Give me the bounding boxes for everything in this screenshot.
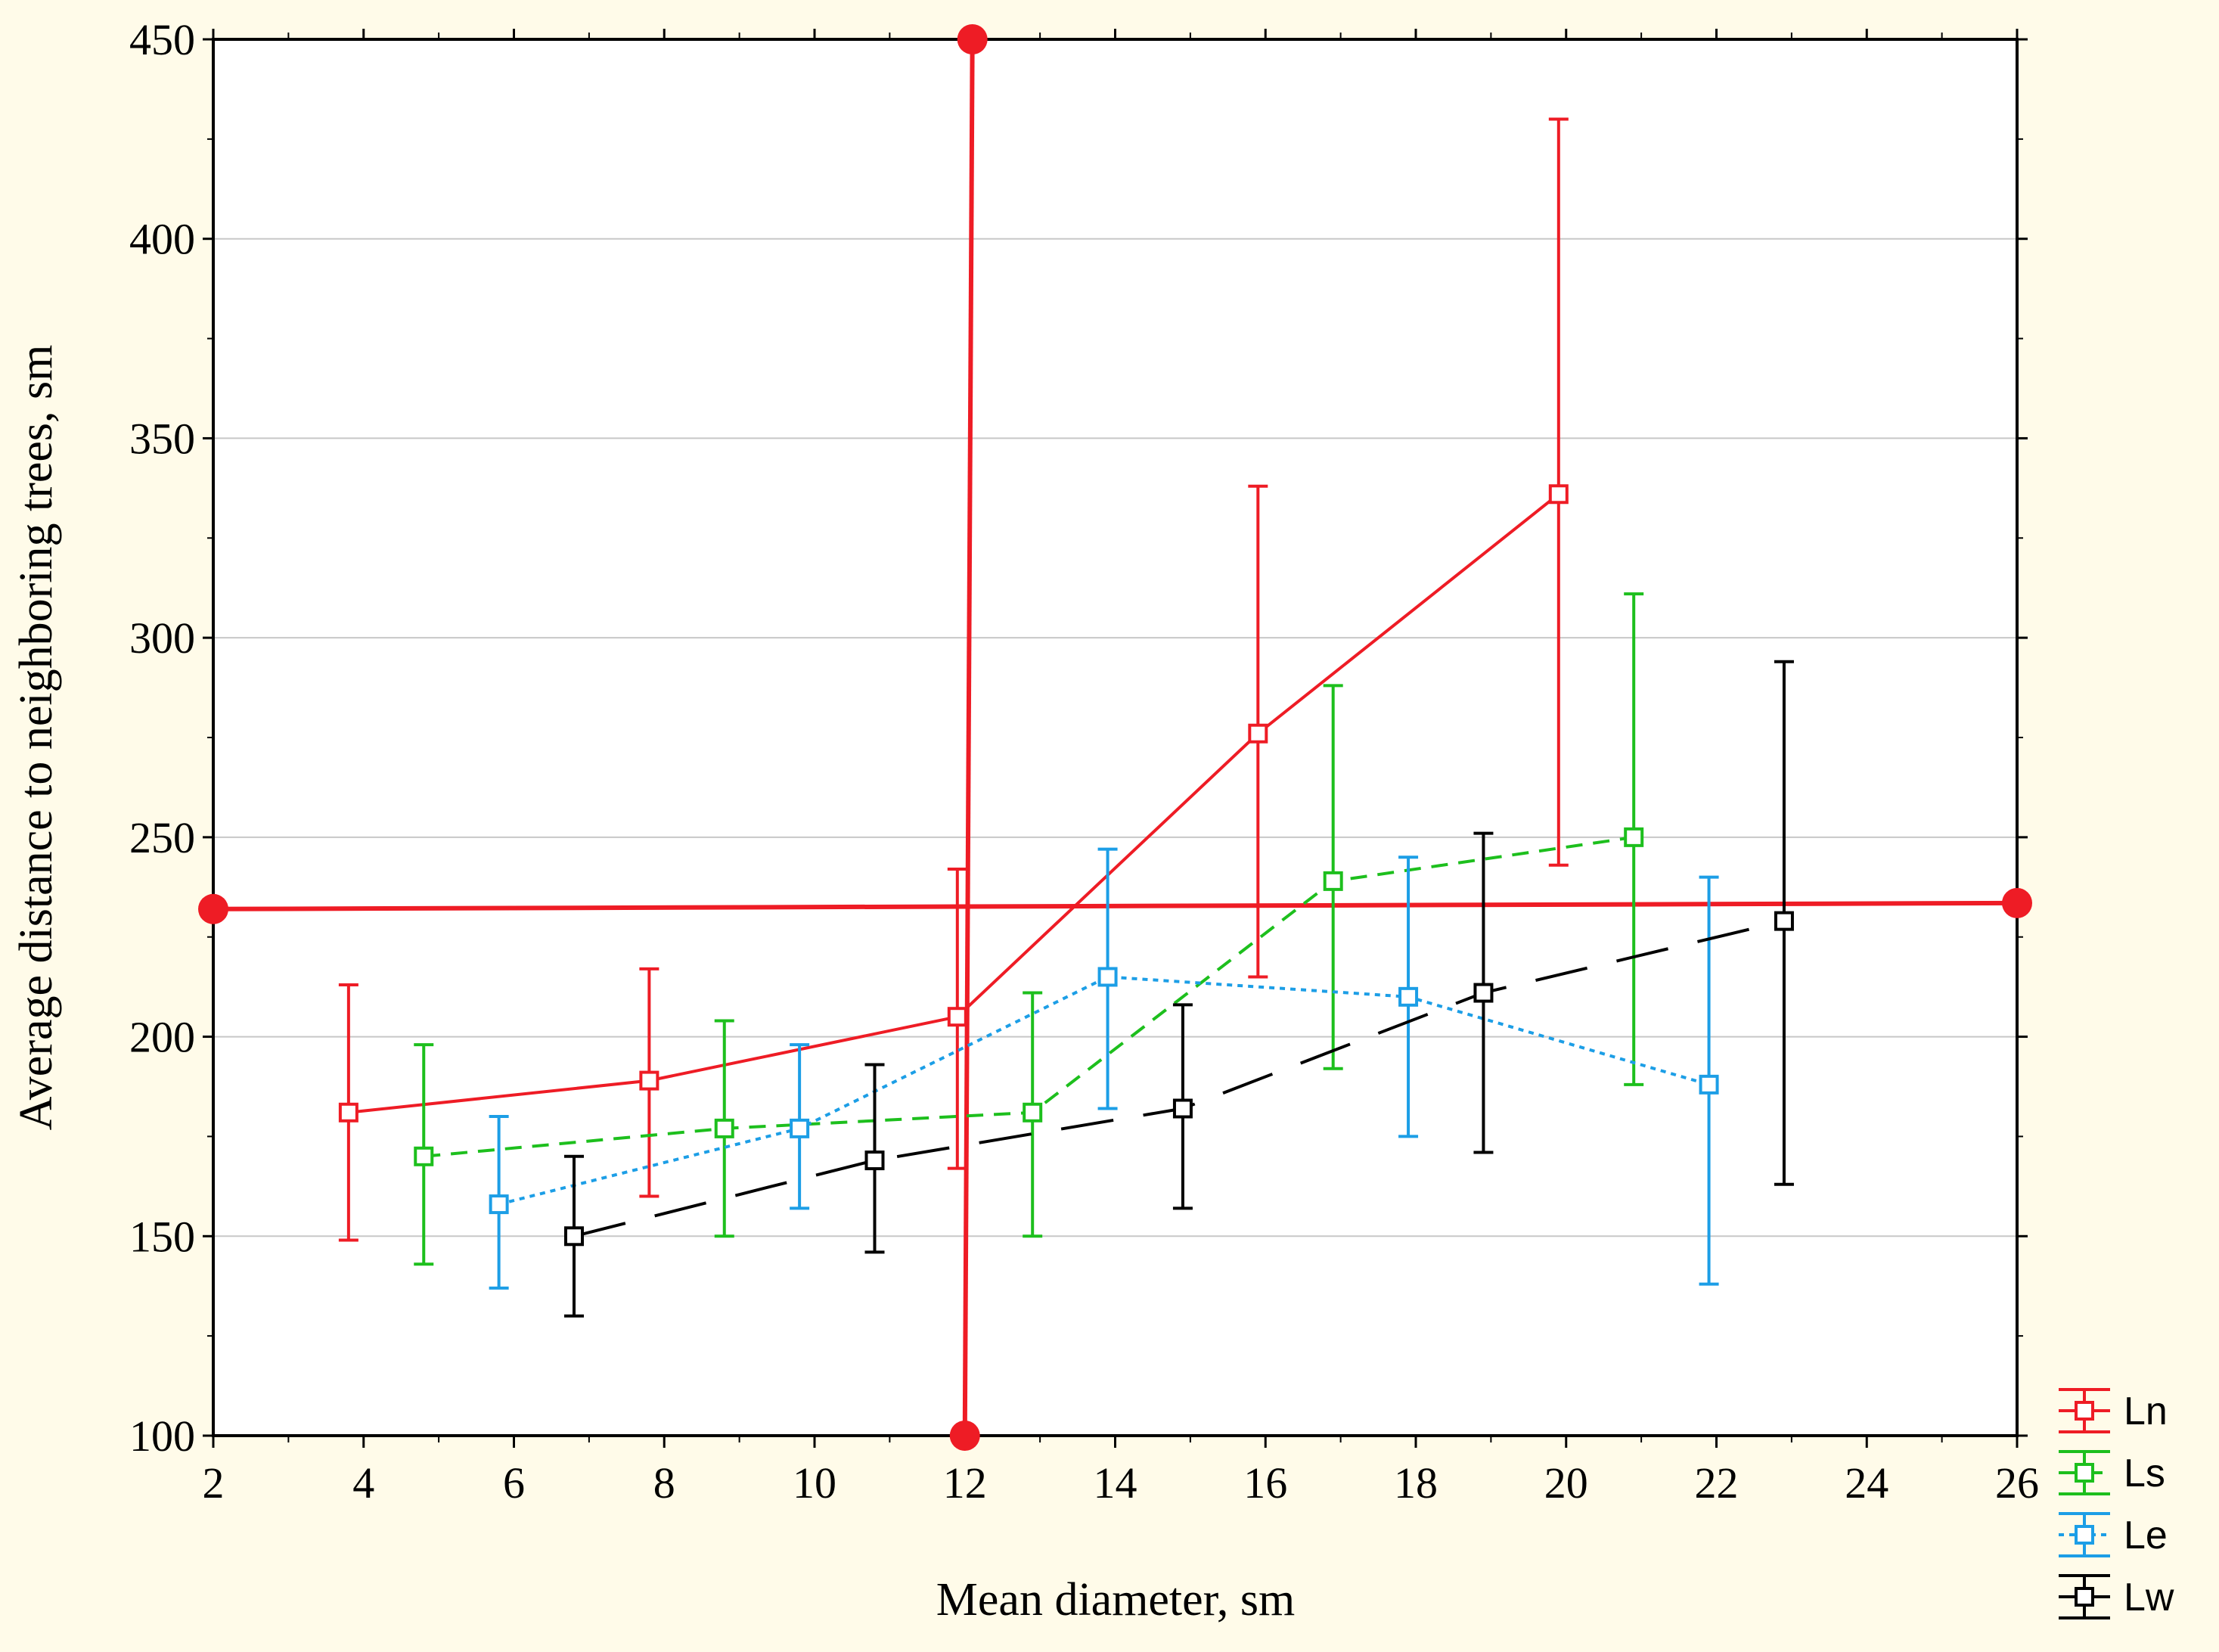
- x-axis-title: Mean diameter, sm: [936, 1574, 1295, 1626]
- data-point: [1023, 1102, 1043, 1123]
- x-tick-label: 10: [793, 1458, 836, 1508]
- reference-line: [213, 900, 2018, 911]
- data-point: [947, 1007, 967, 1027]
- y-tick-label: 450: [129, 15, 195, 64]
- data-point: [489, 1194, 509, 1215]
- series-ls: [414, 592, 1644, 1266]
- legend-item-ln: Ln: [2059, 1388, 2168, 1433]
- x-tick-label: 12: [943, 1458, 987, 1508]
- legend: Ln Ls Le Lw: [2059, 1388, 2174, 1619]
- series-le: [489, 847, 1719, 1290]
- y-tick-label: 400: [129, 215, 195, 264]
- data-point: [790, 1118, 810, 1138]
- x-tick-label: 14: [1094, 1458, 1137, 1508]
- legend-label: Ln: [2124, 1390, 2168, 1433]
- x-tick-label: 22: [1695, 1458, 1739, 1508]
- reference-endpoint: [957, 24, 988, 54]
- legend-marker: [2075, 1401, 2094, 1421]
- gridlines: [213, 238, 2017, 1237]
- legend-marker: [2075, 1463, 2094, 1483]
- reference-line: [962, 39, 975, 1436]
- data-point: [1097, 967, 1118, 987]
- y-tick-label: 300: [129, 613, 195, 663]
- x-tick-label: 24: [1845, 1458, 1888, 1508]
- series-lw: [564, 660, 1794, 1318]
- x-tick-label: 2: [203, 1458, 225, 1508]
- x-tick-label: 8: [653, 1458, 675, 1508]
- x-tick-label: 26: [1995, 1458, 2039, 1508]
- legend-item-le: Le: [2059, 1512, 2168, 1557]
- series-group: [338, 117, 1794, 1318]
- x-tick-label: 6: [503, 1458, 525, 1508]
- data-point: [1323, 871, 1343, 891]
- y-axis-title: Average distance to neighboring trees, s…: [11, 345, 62, 1131]
- x-tick-label: 18: [1394, 1458, 1438, 1508]
- series-line-le: [498, 975, 1710, 1206]
- legend-label: Ls: [2124, 1452, 2165, 1495]
- legend-marker: [2075, 1587, 2094, 1607]
- series-ln: [338, 117, 1569, 1242]
- data-point: [564, 1226, 584, 1247]
- y-tick-label: 150: [129, 1212, 195, 1261]
- legend-label: Le: [2124, 1514, 2168, 1557]
- reference-endpoint: [2002, 887, 2032, 918]
- legend-item-ls: Ls: [2059, 1450, 2165, 1495]
- legend-label: Lw: [2124, 1576, 2174, 1619]
- data-point: [1774, 911, 1794, 931]
- data-point: [714, 1118, 734, 1138]
- data-point: [639, 1070, 659, 1091]
- data-point: [414, 1146, 434, 1166]
- reference-endpoint: [949, 1421, 980, 1451]
- y-tick-label: 350: [129, 414, 195, 463]
- data-point: [864, 1150, 885, 1171]
- x-tick-label: 16: [1243, 1458, 1287, 1508]
- data-point: [1398, 986, 1419, 1007]
- data-point: [1548, 484, 1569, 505]
- reference-lines: [198, 24, 2032, 1451]
- x-tick-label: 20: [1544, 1458, 1588, 1508]
- legend-marker: [2075, 1525, 2094, 1545]
- plot-area: [213, 39, 2017, 1436]
- y-tick-label: 200: [129, 1013, 195, 1062]
- data-point: [338, 1102, 358, 1123]
- reference-endpoint: [198, 893, 228, 924]
- data-point: [1699, 1074, 1719, 1095]
- x-tick-label: 4: [352, 1458, 374, 1508]
- data-point: [1624, 827, 1644, 847]
- data-point: [1473, 983, 1494, 1003]
- data-point: [1248, 723, 1268, 744]
- legend-item-lw: Lw: [2059, 1574, 2174, 1619]
- data-point: [1172, 1098, 1193, 1119]
- y-tick-label: 100: [129, 1411, 195, 1461]
- y-tick-label: 250: [129, 813, 195, 862]
